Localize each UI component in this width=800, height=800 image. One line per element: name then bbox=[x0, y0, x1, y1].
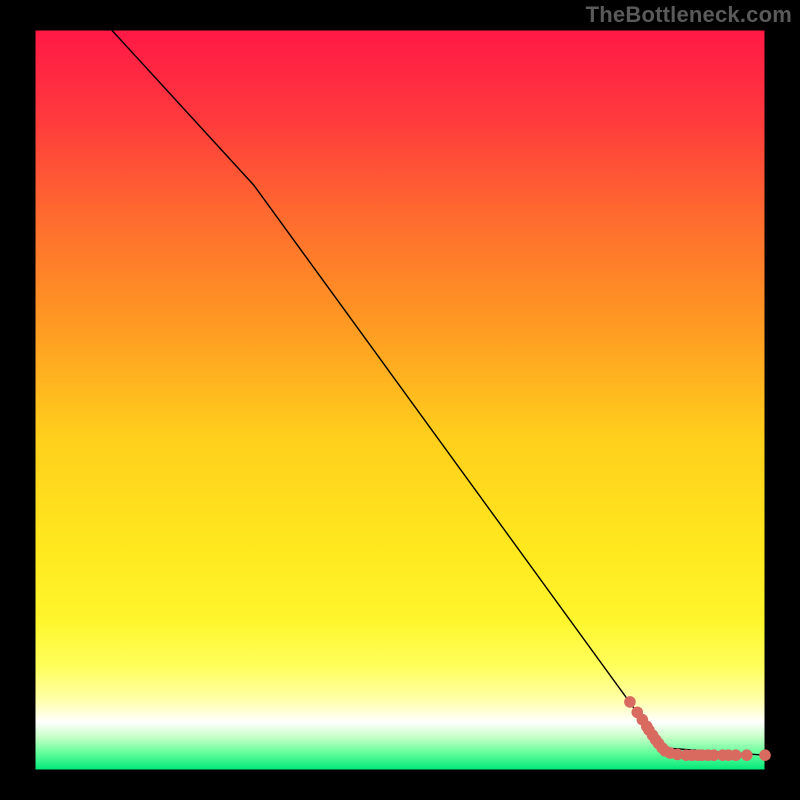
plot-area bbox=[35, 30, 765, 770]
data-point bbox=[730, 749, 742, 761]
watermark-text: TheBottleneck.com bbox=[586, 2, 792, 28]
data-point bbox=[624, 696, 636, 708]
data-point bbox=[741, 749, 753, 761]
bottleneck-chart bbox=[0, 0, 800, 800]
data-point bbox=[759, 749, 771, 761]
